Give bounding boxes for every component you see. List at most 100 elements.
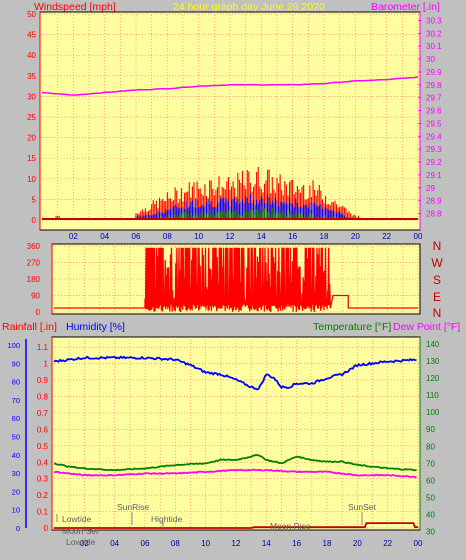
windspeed-tick-label: 20 (27, 134, 36, 143)
temperature-tick-label: 30 (426, 527, 435, 536)
windspeed-tick-label: 10 (27, 175, 36, 184)
time-tick-label: 04 (100, 232, 109, 241)
rainfall-series-line (54, 522, 418, 529)
time-tick-label: 18 (320, 232, 329, 241)
temperature-tick-label: 50 (426, 493, 435, 502)
barometer-tick-label: 30.2 (426, 29, 442, 38)
humidity-series-line (53, 355, 417, 391)
barometer-tick-label: 29.2 (426, 158, 442, 167)
temperature-tick-label: 40 (426, 510, 435, 519)
time-tick-label: 00 (414, 539, 423, 548)
humidity-tick-label: 0 (16, 524, 20, 533)
rainfall-tick-label: 1.1 (37, 343, 49, 352)
time-tick-label: 18 (323, 539, 332, 548)
rainfall-tick-label: 0.2 (37, 491, 49, 500)
time-tick-label: 00 (414, 232, 423, 241)
barometer-tick-label: 28.8 (426, 210, 442, 219)
event-sunset: SunSet (348, 502, 377, 512)
barometer-tick-label: 28.9 (426, 197, 442, 206)
event-sunrise: SunRise (117, 502, 149, 512)
event-moonrise: Moon Rise (270, 521, 311, 531)
temperature-axis-title: Temperature [°F] (313, 321, 391, 333)
direction-tick-label: 90 (31, 292, 40, 301)
time-tick-label: 10 (194, 232, 203, 241)
barometer-tick-label: 29.7 (426, 94, 442, 103)
compass-s: S (433, 273, 441, 287)
windspeed-tick-label: 15 (27, 154, 36, 163)
barometer-tick-label: 30.3 (426, 16, 442, 25)
rainfall-tick-label: 0.3 (37, 475, 49, 484)
time-tick-label: 20 (351, 232, 360, 241)
time-tick-label: 10 (201, 539, 210, 548)
chart-marks (41, 76, 419, 529)
humidity-tick-label: 90 (12, 359, 20, 368)
rainfall-axis-title: Rainfall [.in] (2, 321, 57, 333)
rainfall-tick-label: 0.4 (37, 458, 49, 467)
temperature-tick-label: 100 (426, 408, 440, 417)
time-tick-label: 06 (132, 232, 141, 241)
rainfall-tick-label: 0.7 (37, 409, 49, 418)
time-tick-label: 14 (257, 232, 266, 241)
windspeed-axis-title: Windspeed [mph] (34, 1, 116, 13)
rainfall-tick-label: 0.6 (37, 425, 49, 434)
temperature-tick-label: 90 (426, 425, 435, 434)
humidity-tick-label: 30 (12, 469, 20, 478)
time-tick-label: 16 (292, 539, 301, 548)
windspeed-tick-label: 30 (27, 92, 36, 101)
event-moonset: Moon Set (62, 526, 99, 536)
humidity-tick-label: 50 (12, 433, 20, 442)
windspeed-tick-label: 35 (27, 72, 36, 81)
event-hightide: Hightide (151, 514, 182, 524)
event-lowtide-2: Lowtide (66, 537, 96, 547)
temperature-tick-label: 140 (426, 340, 440, 349)
time-tick-label: 14 (262, 539, 271, 548)
time-tick-label: 22 (382, 232, 391, 241)
humidity-axis-title: Humidity [%] (66, 321, 125, 333)
event-lowtide-1: Lowtide (62, 514, 92, 524)
time-tick-label: 22 (383, 539, 392, 548)
rainfall-tick-label: 0.9 (37, 376, 49, 385)
temperature-series-line (54, 454, 417, 472)
compass-w: W (431, 256, 443, 270)
temperature-tick-label: 70 (426, 459, 435, 468)
windspeed-tick-label: 0 (32, 216, 37, 225)
direction-tick-label: 270 (27, 259, 41, 268)
humidity-tick-label: 10 (12, 506, 20, 515)
temperature-tick-label: 80 (426, 442, 435, 451)
dewpoint-series-line (53, 468, 417, 479)
temperature-tick-label: 60 (426, 476, 435, 485)
barometer-tick-label: 29.5 (426, 119, 442, 128)
dewpoint-axis-title: Dew Point [°F] (393, 321, 460, 333)
barometer-series-line (41, 76, 419, 96)
barometer-tick-label: 30 (426, 55, 435, 64)
rainfall-tick-label: 0 (44, 524, 49, 533)
direction-tick-label: 360 (27, 242, 41, 251)
humidity-tick-label: 40 (12, 451, 20, 460)
windspeed-tick-label: 5 (32, 195, 37, 204)
time-tick-label: 02 (69, 232, 78, 241)
humidity-tick-label: 80 (12, 378, 20, 387)
compass-e: E (433, 290, 441, 304)
temperature-tick-label: 120 (426, 374, 440, 383)
temperature-tick-label: 110 (426, 391, 439, 400)
rainfall-tick-label: 0.8 (37, 393, 49, 402)
barometer-tick-label: 29.9 (426, 68, 442, 77)
humidity-tick-label: 100 (7, 341, 20, 350)
time-tick-label: 12 (226, 232, 235, 241)
time-tick-label: 08 (171, 539, 180, 548)
humidity-tick-label: 60 (12, 414, 20, 423)
rainfall-tick-label: 1 (44, 360, 49, 369)
humidity-tick-label: 70 (12, 396, 20, 405)
barometer-tick-label: 29.1 (426, 171, 442, 180)
wind-direction-series-line (54, 247, 418, 313)
barometer-axis-title: Barometer [.in] (371, 1, 440, 13)
compass-n-top: N (433, 239, 442, 253)
windspeed-tick-label: 45 (27, 31, 36, 40)
barometer-tick-label: 29.6 (426, 107, 442, 116)
time-tick-label: 12 (232, 539, 241, 548)
time-tick-label: 16 (288, 232, 297, 241)
barometer-tick-label: 30.1 (426, 42, 442, 51)
rainfall-tick-label: 0.5 (37, 442, 49, 451)
rainfall-tick-label: 0.1 (37, 508, 49, 517)
